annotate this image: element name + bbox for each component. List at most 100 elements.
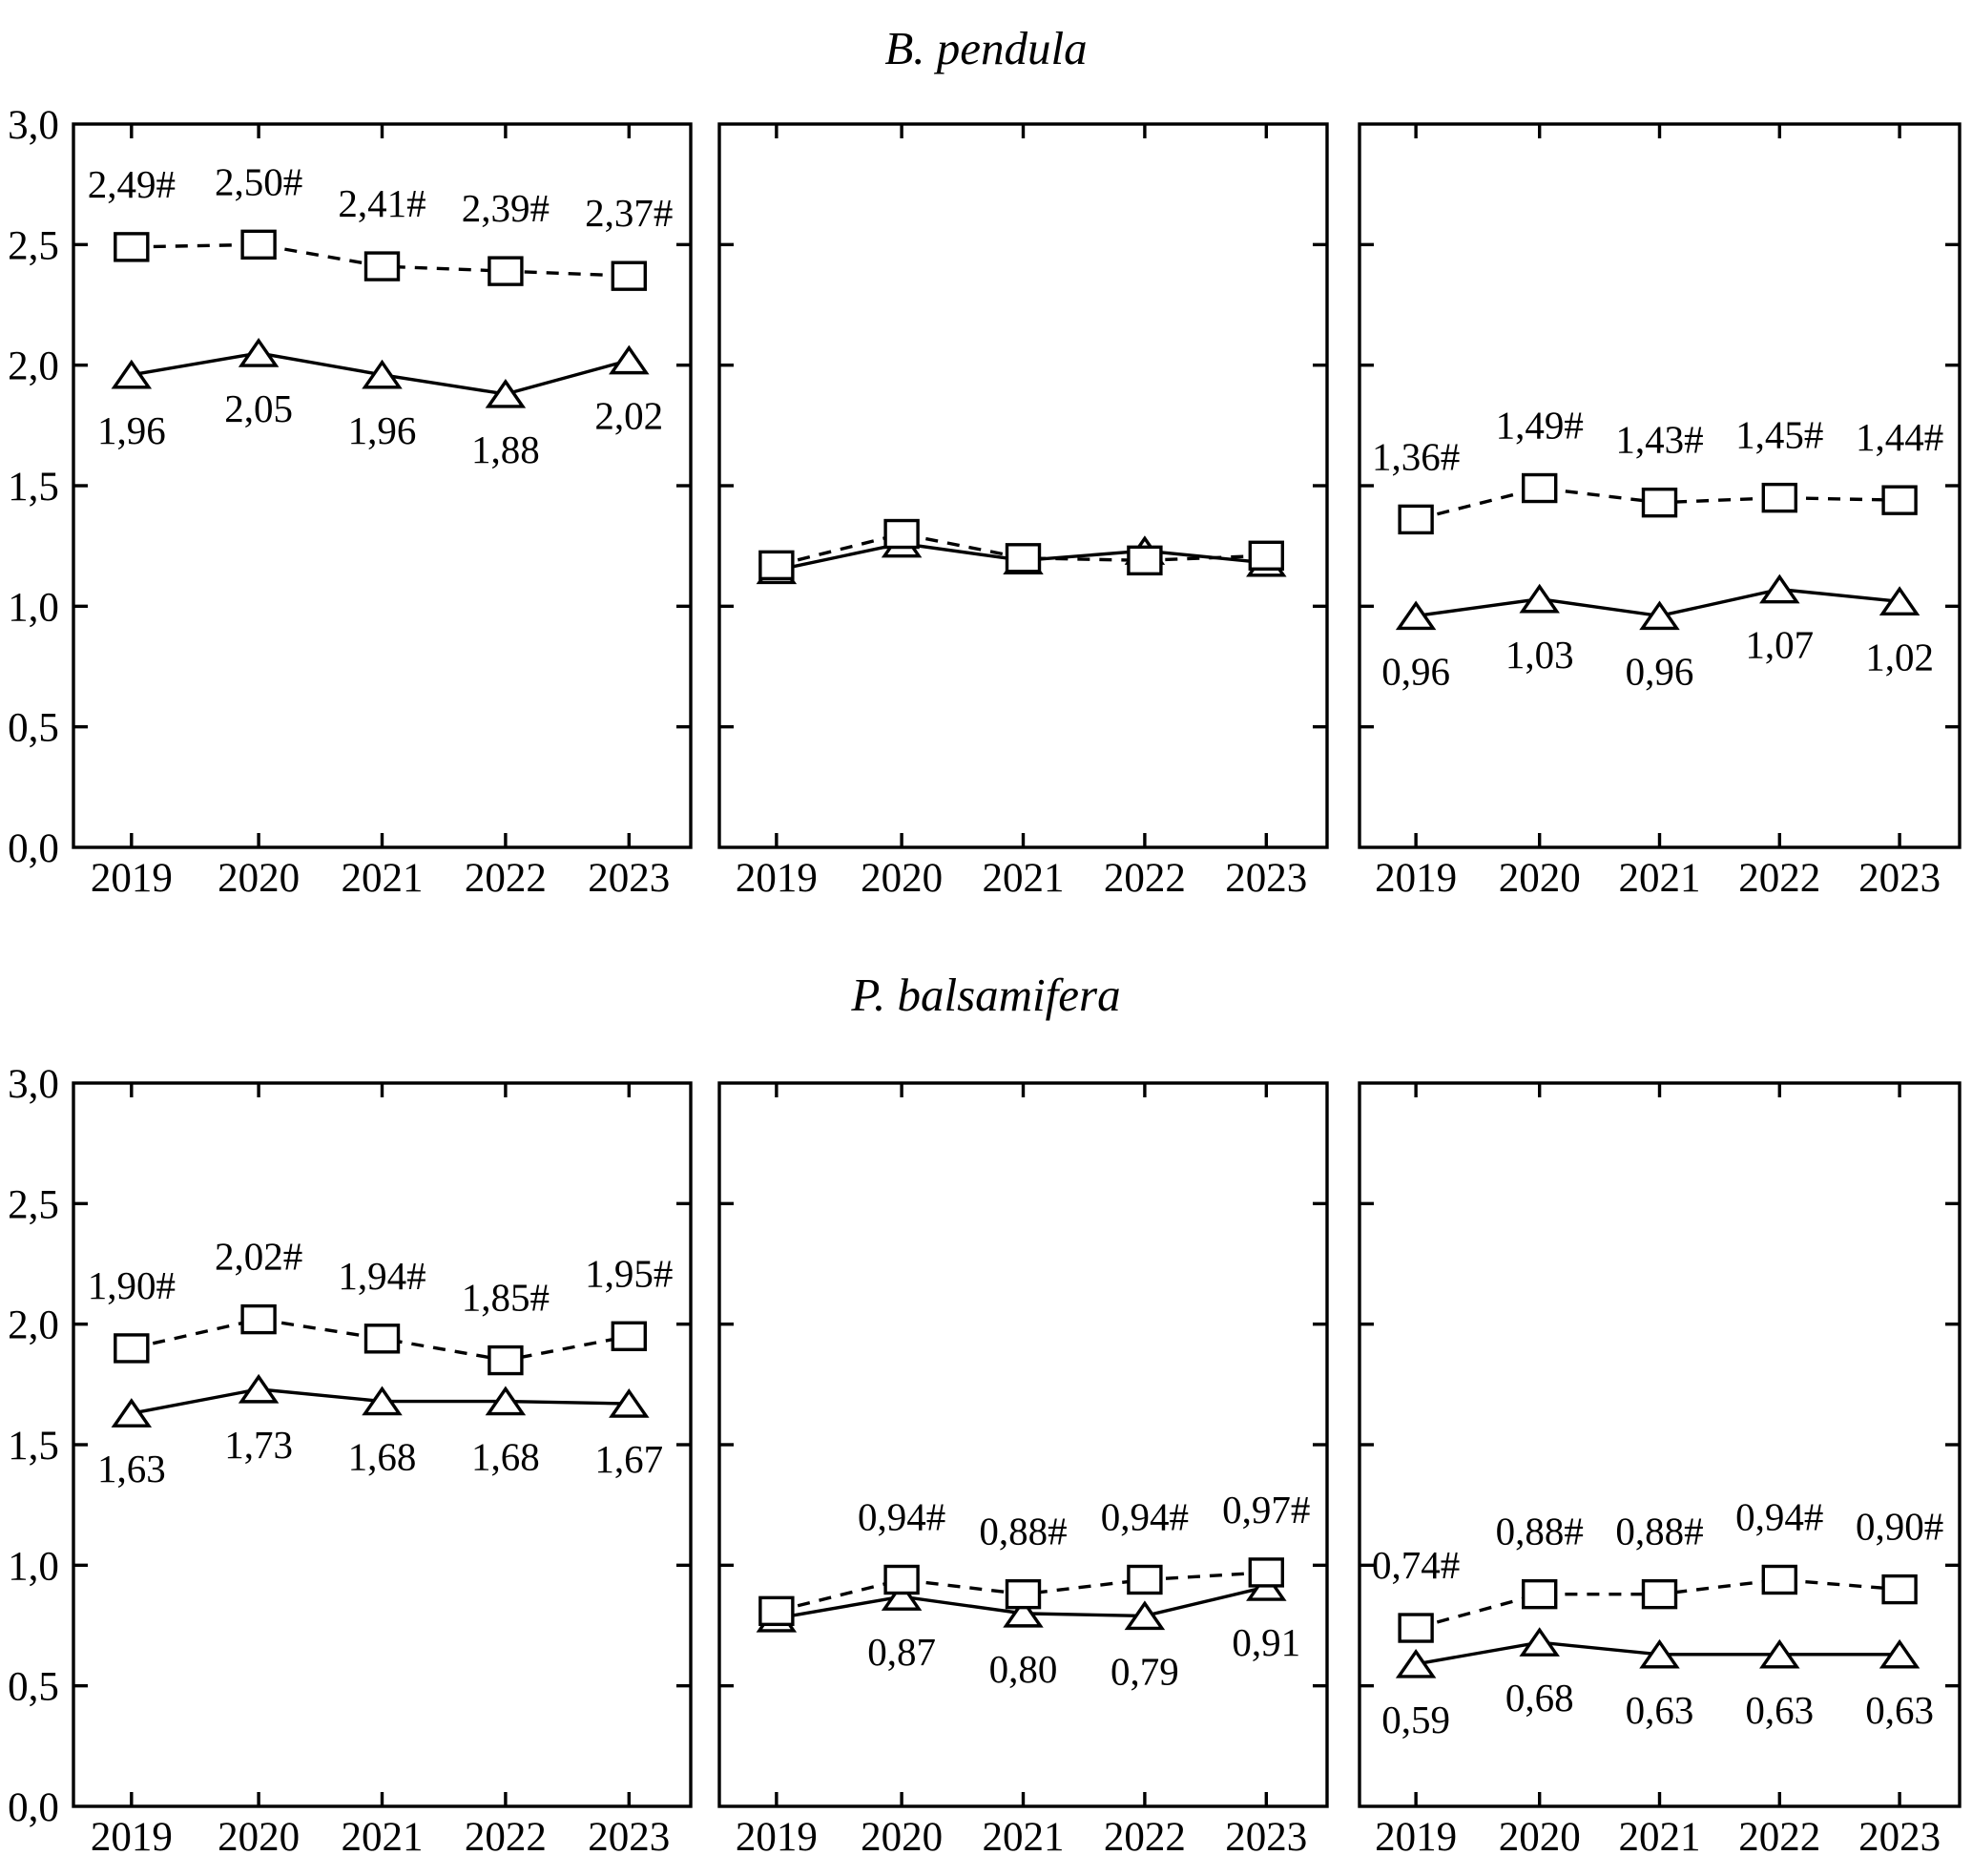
triangle-marker <box>1879 586 1920 615</box>
triangle-marker <box>1395 600 1437 631</box>
triangle-point-label: 0,87 <box>867 1630 936 1674</box>
triangle-marker <box>111 359 153 389</box>
y-tick-label: 2,5 <box>8 1182 59 1227</box>
triangle-point-label: 2,02 <box>594 394 663 438</box>
x-tick-label: 2021 <box>1619 856 1701 901</box>
square-marker <box>611 261 647 291</box>
y-tick-label: 3,0 <box>8 103 59 148</box>
square-point-label: 0,90# <box>1856 1505 1943 1549</box>
triangle-point-label: 0,68 <box>1505 1676 1574 1720</box>
x-tick-label: 2020 <box>1499 1815 1581 1860</box>
triangle-marker <box>1395 1648 1437 1678</box>
square-point-label: 0,88# <box>1615 1510 1703 1553</box>
triangle-point-label: 0,63 <box>1626 1688 1694 1732</box>
square-point-label: 2,37# <box>585 191 673 235</box>
panel-frame <box>1358 122 1962 849</box>
square-point-label: 2,50# <box>215 159 302 203</box>
square-marker <box>240 229 277 261</box>
triangle-marker <box>238 338 280 367</box>
square-marker <box>1127 545 1163 576</box>
square-marker <box>1005 543 1042 573</box>
square-marker <box>758 550 795 581</box>
square-marker <box>363 251 401 281</box>
x-tick-label: 2021 <box>342 856 424 901</box>
y-tick-label: 0,0 <box>8 1785 59 1830</box>
square-marker <box>240 1303 277 1335</box>
square-marker <box>1761 482 1797 513</box>
square-point-label: 1,36# <box>1372 434 1460 478</box>
square-marker <box>488 1344 524 1376</box>
chart-panel: 2019 2020 2021 2022 2023 0,74# 0,88# 0,88# 0,94#… <box>1358 1081 1962 1860</box>
triangle-point-label: 0,63 <box>1865 1688 1934 1732</box>
row-title-p-balsamifera: P. balsamifera <box>851 969 1121 1021</box>
x-tick-label: 2023 <box>1225 1815 1307 1860</box>
triangle-marker <box>1639 1638 1680 1669</box>
y-tick-label: 1,0 <box>8 1544 59 1589</box>
x-tick-label: 2019 <box>91 856 173 901</box>
y-tick-label: 0,0 <box>8 826 59 871</box>
square-point-label: 1,85# <box>462 1276 550 1320</box>
triangle-marker <box>881 1581 923 1611</box>
row-title-b-pendula: B. pendula <box>884 22 1088 74</box>
triangle-point-label: 0,96 <box>1381 649 1450 693</box>
x-tick-label: 2019 <box>91 1815 173 1860</box>
triangle-point-label: 0,59 <box>1381 1698 1450 1741</box>
square-marker <box>1761 1564 1797 1595</box>
chart-row-bottom: 2019 2020 2021 2022 2023 0,0 0,5 1,0 1,5 2,0 2,5 3,… <box>8 1062 1962 1860</box>
triangle-point-label: 1,68 <box>471 1435 540 1479</box>
square-point-label: 0,88# <box>979 1510 1067 1553</box>
square-marker <box>611 1321 647 1352</box>
triangle-point-label: 2,05 <box>224 386 293 430</box>
triangle-marker <box>1759 1638 1800 1669</box>
x-tick-label: 2020 <box>861 1815 943 1860</box>
square-marker <box>1398 504 1434 535</box>
square-point-label: 1,45# <box>1735 413 1823 457</box>
y-tick-label: 1,0 <box>8 585 59 630</box>
triangle-marker <box>238 1373 280 1404</box>
square-point-label: 1,44# <box>1856 415 1943 459</box>
triangle-point-label: 0,63 <box>1745 1688 1814 1732</box>
square-point-label: 0,97# <box>1222 1488 1310 1532</box>
square-point-label: 1,95# <box>585 1251 673 1295</box>
triangle-point-label: 1,96 <box>348 408 417 452</box>
y-tick-label: 0,5 <box>8 706 59 751</box>
triangle-marker <box>485 1386 527 1416</box>
triangle-marker <box>1879 1638 1920 1669</box>
triangle-marker <box>1519 583 1560 614</box>
x-tick-label: 2022 <box>465 856 547 901</box>
y-tick-label: 0,5 <box>8 1665 59 1710</box>
triangle-point-label: 1,67 <box>594 1437 663 1481</box>
chart-panel: 2019 2020 2021 2022 2023 <box>717 122 1329 901</box>
x-tick-label: 2020 <box>1499 856 1581 901</box>
triangle-point-label: 1,96 <box>97 408 166 452</box>
square-marker <box>1005 1578 1042 1610</box>
x-tick-label: 2019 <box>1375 1815 1457 1860</box>
y-tick-label: 2,0 <box>8 344 59 389</box>
square-point-label: 2,02# <box>215 1235 302 1279</box>
x-tick-label: 2022 <box>465 1815 547 1860</box>
x-tick-label: 2021 <box>1619 1815 1701 1860</box>
x-tick-label: 2021 <box>983 856 1065 901</box>
series-line-dashed <box>131 1317 630 1363</box>
chart-panel: 2019 2020 2021 2022 2023 1,36# 1,49# 1,43# 1,45#… <box>1358 122 1962 901</box>
square-marker <box>1127 1564 1163 1595</box>
y-tick-label: 1,5 <box>8 1424 59 1469</box>
triangle-marker <box>1003 1597 1044 1628</box>
chart-row-top: 2019 2020 2021 2022 2023 0,0 0,5 1,0 1,5 2,0 2,5 3,… <box>8 103 1962 901</box>
triangle-point-label: 1,63 <box>97 1447 166 1490</box>
triangle-point-label: 1,73 <box>224 1423 293 1467</box>
square-point-label: 1,43# <box>1615 418 1703 462</box>
panel-frame <box>717 122 1329 849</box>
square-marker <box>1881 485 1918 515</box>
x-tick-label: 2022 <box>1738 1815 1820 1860</box>
x-tick-label: 2020 <box>861 856 943 901</box>
x-tick-label: 2019 <box>1375 856 1457 901</box>
x-tick-label: 2019 <box>736 856 818 901</box>
triangle-point-label: 1,88 <box>471 427 540 471</box>
square-marker <box>1641 487 1678 518</box>
square-marker <box>1881 1574 1918 1605</box>
square-point-label: 1,90# <box>88 1263 176 1307</box>
square-point-label: 2,41# <box>338 181 426 225</box>
square-point-label: 0,74# <box>1372 1543 1460 1587</box>
triangle-marker <box>1519 1627 1560 1657</box>
